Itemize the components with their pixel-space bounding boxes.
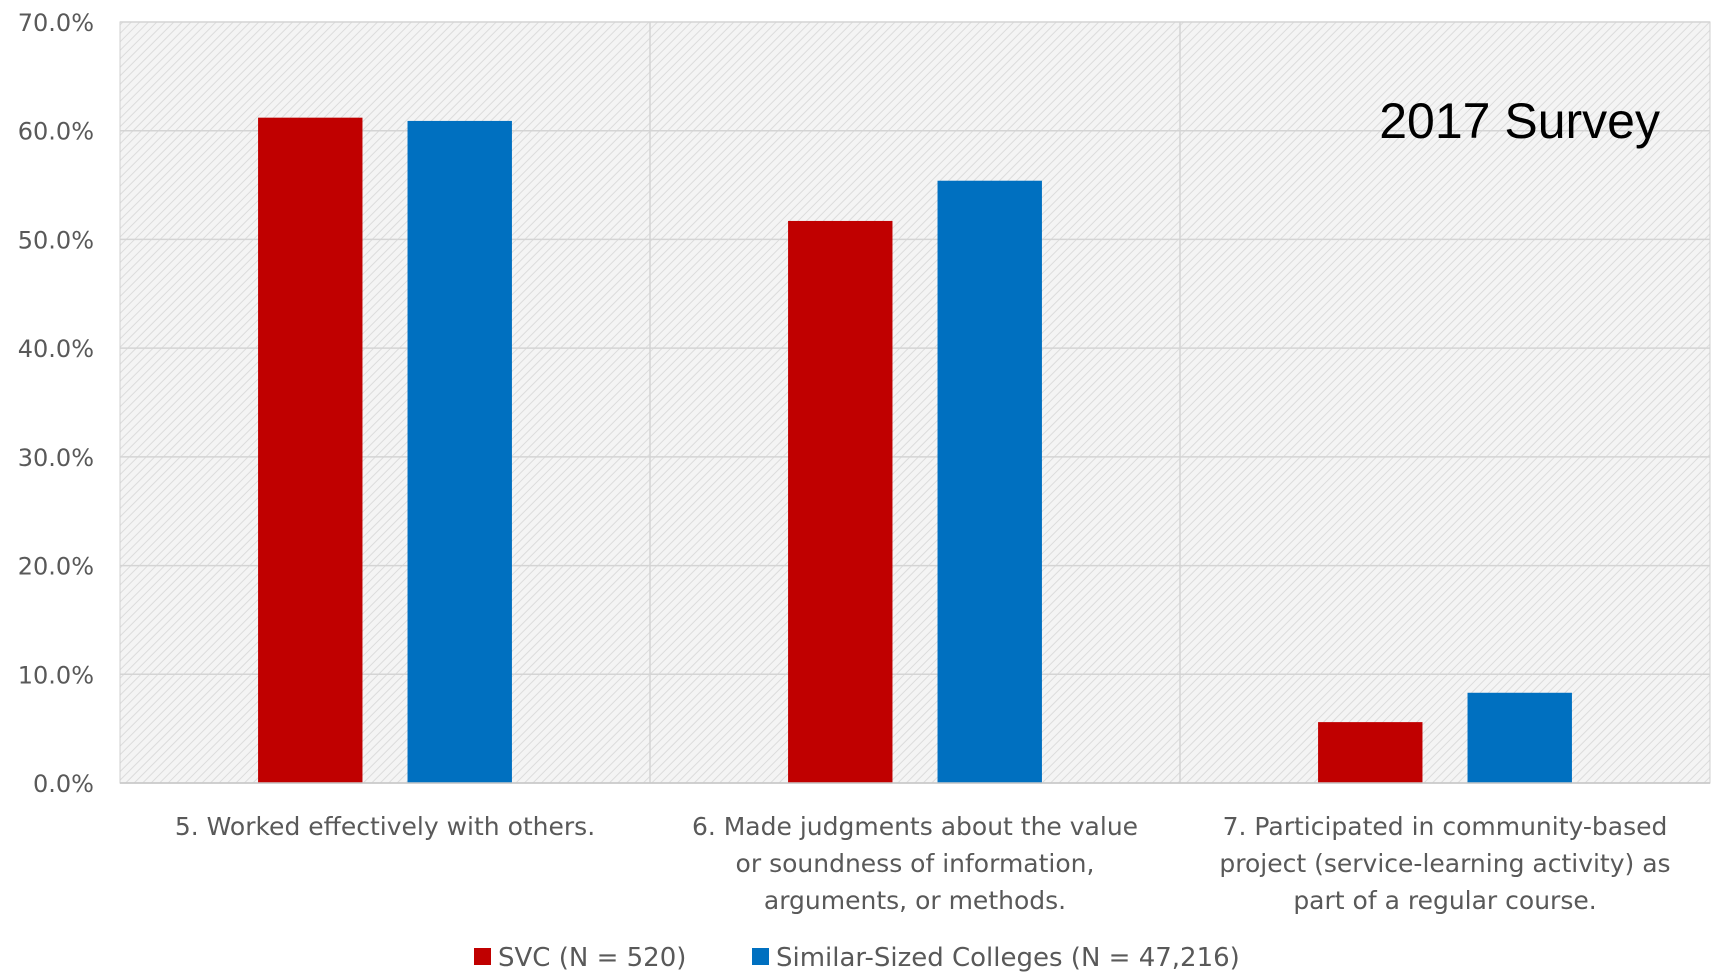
y-tick-label: 50.0% [18,226,94,254]
legend-swatch [752,948,769,965]
x-category-label: or soundness of information, [736,849,1095,878]
x-axis: 5. Worked effectively with others. 6. Mad… [175,812,1671,915]
y-tick-label: 10.0% [18,661,94,689]
bar-similar-sized-colleges-1 [407,120,512,784]
bar-svc-3 [1318,722,1423,783]
x-category-label: 5. Worked effectively with others. [175,812,595,841]
y-tick-label: 20.0% [18,553,94,581]
bar-similar-sized-colleges-3 [1467,692,1572,783]
legend-swatch [474,948,491,965]
x-category-label: part of a regular course. [1293,886,1596,915]
bar-svc-1 [258,117,363,783]
x-category-label: 6. Made judgments about the value [692,812,1138,841]
legend: SVC (N = 520) Similar-Sized Colleges (N =… [474,943,1240,973]
x-category-label: 7. Participated in community-based [1223,812,1668,841]
legend-label: SVC (N = 520) [498,943,686,973]
x-category-label: arguments, or methods. [764,886,1066,915]
bars [120,117,1710,784]
bar-svc-2 [788,220,893,783]
bar-similar-sized-colleges-2 [937,180,1042,784]
y-axis: 0.0% 10.0% 20.0% 30.0% 40.0% 50.0% 60.0% 70.0% [18,9,94,798]
y-tick-label: 60.0% [18,118,94,146]
x-category-label: project (service-learning activity) as [1219,849,1670,878]
chart-annotation: 2017 Survey [1379,93,1660,149]
y-tick-label: 70.0% [18,9,94,37]
legend-label: Similar-Sized Colleges (N = 47,216) [776,943,1240,973]
y-tick-label: 40.0% [18,335,94,363]
y-tick-label: 30.0% [18,444,94,472]
y-tick-label: 0.0% [33,770,94,798]
plot-area-background [119,21,1711,784]
